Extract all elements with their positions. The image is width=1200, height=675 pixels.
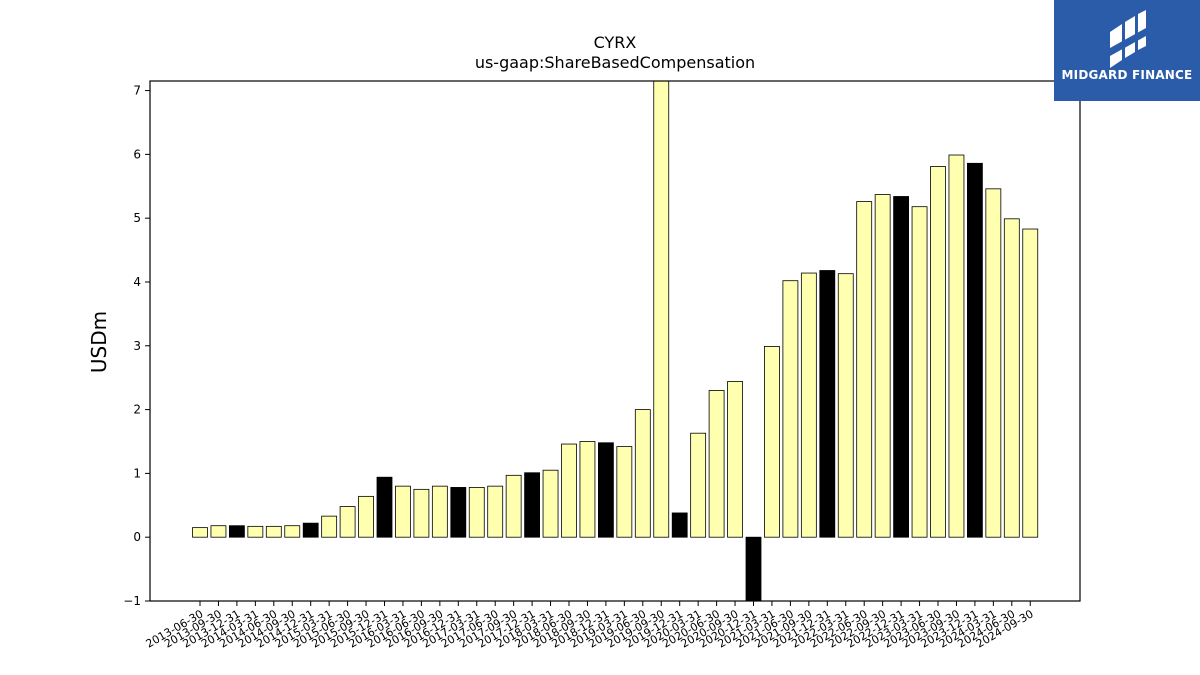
bar-2015-06-30 xyxy=(339,506,356,538)
bar-2022-06-30 xyxy=(856,201,873,538)
bar-2018-09-30 xyxy=(579,441,596,538)
bar-2013-09-30 xyxy=(210,525,227,538)
bar-2023-12-31 xyxy=(967,162,983,538)
bar-2018-12-31 xyxy=(598,442,614,538)
chart-title: CYRX xyxy=(594,33,637,52)
plot-frame xyxy=(149,80,1081,602)
bar-2020-06-30 xyxy=(708,390,725,538)
bar-2020-12-31 xyxy=(745,536,762,602)
chart-subtitle: us-gaap:ShareBasedCompensation xyxy=(475,53,755,72)
bar-2018-06-30 xyxy=(561,443,577,538)
bar-2019-09-30 xyxy=(653,80,670,538)
bar-2021-09-30 xyxy=(800,272,817,538)
bar-2017-12-31 xyxy=(524,472,540,538)
bar-2019-06-30 xyxy=(634,409,651,538)
bar-2017-09-30 xyxy=(505,474,522,538)
y-tick-label: 6 xyxy=(133,147,141,161)
bar-2022-12-31 xyxy=(893,196,909,538)
bar-2017-03-31 xyxy=(468,487,485,538)
bar-2021-03-31 xyxy=(764,346,780,538)
y-axis-label: USDm xyxy=(87,311,111,373)
bar-2015-12-31 xyxy=(376,476,393,538)
bar-2019-03-31 xyxy=(616,446,633,538)
bar-2016-09-30 xyxy=(431,485,448,538)
y-tick-label: 1 xyxy=(133,466,141,480)
x-axis-ticks: 2013-06-302013-09-302013-12-312014-03-31… xyxy=(144,601,1036,651)
bar-2016-03-31 xyxy=(395,485,411,538)
y-tick-label: 0 xyxy=(133,530,141,544)
bar-2018-03-31 xyxy=(542,469,559,538)
bar-2024-06-30 xyxy=(1003,218,1020,538)
y-axis-ticks: −1 0 1 2 3 4 5 6 7 xyxy=(123,84,150,608)
bar-2013-12-31 xyxy=(228,525,245,538)
bar-2014-09-30 xyxy=(284,525,301,538)
y-tick-label: 2 xyxy=(133,403,141,417)
midgard-logo-icon xyxy=(1110,10,1146,68)
bar-2022-03-31 xyxy=(837,273,854,538)
bar-2014-03-31 xyxy=(247,525,264,538)
bar-2022-09-30 xyxy=(874,194,891,538)
bar-2023-06-30 xyxy=(930,166,946,538)
bar-2015-03-31 xyxy=(321,515,338,538)
y-tick-label: 4 xyxy=(133,275,141,289)
bar-2021-06-30 xyxy=(782,280,799,538)
bar-2014-12-31 xyxy=(302,522,319,538)
bar-2024-03-31 xyxy=(985,188,1002,538)
bar-2017-06-30 xyxy=(487,485,504,538)
midgard-finance-logo: MIDGARD FINANCE xyxy=(1054,0,1200,101)
bar-2016-06-30 xyxy=(413,488,430,538)
logo-text: MIDGARD FINANCE xyxy=(1061,68,1193,82)
bar-2016-12-31 xyxy=(450,487,467,538)
y-tick-label: 7 xyxy=(133,84,141,98)
bar-2014-06-30 xyxy=(265,525,282,538)
bar-2023-03-31 xyxy=(911,206,928,538)
bar-2021-12-31 xyxy=(819,270,836,538)
bar-2020-03-31 xyxy=(690,432,707,538)
bar-2013-06-30 xyxy=(192,527,208,538)
bar-2023-09-30 xyxy=(948,154,965,538)
y-tick-label: −1 xyxy=(123,594,141,608)
y-tick-label: 3 xyxy=(133,339,141,353)
bar-2020-09-30 xyxy=(727,381,743,538)
y-tick-label: 5 xyxy=(133,211,141,225)
bar-2015-09-30 xyxy=(358,495,374,538)
bar-group xyxy=(192,80,1039,602)
bar-2019-12-31 xyxy=(671,512,688,538)
bar-2024-09-30 xyxy=(1022,228,1039,538)
